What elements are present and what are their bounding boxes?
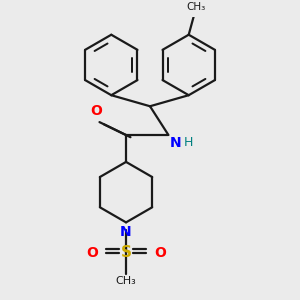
Text: CH₃: CH₃: [116, 276, 136, 286]
Text: O: O: [91, 104, 103, 118]
Text: H: H: [184, 136, 193, 149]
Text: O: O: [154, 246, 166, 260]
Text: N: N: [170, 136, 182, 151]
Text: N: N: [120, 225, 132, 239]
Text: CH₃: CH₃: [187, 2, 206, 12]
Text: O: O: [86, 246, 98, 260]
Text: S: S: [121, 245, 131, 260]
